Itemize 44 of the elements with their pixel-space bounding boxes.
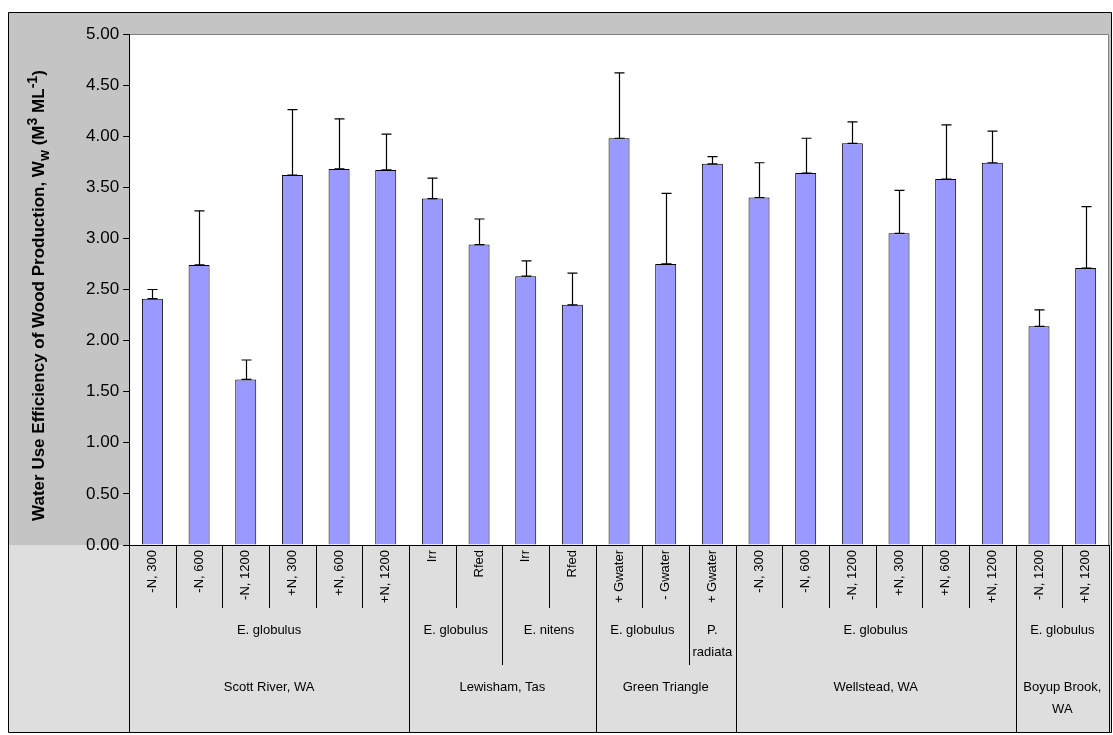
x-tick-label: Rfed <box>470 550 486 578</box>
y-tick-label: 1.50 <box>85 381 120 401</box>
x-tick-label: -N, 600 <box>797 550 813 593</box>
text: P. radiata <box>692 621 734 659</box>
y-tick-label: 5.00 <box>85 23 120 43</box>
x-tick-label: + Gwater <box>610 549 626 604</box>
y-tick-label: 4.50 <box>85 74 120 94</box>
y-tick-label: 0.50 <box>85 483 120 503</box>
y-tick-label: 1.00 <box>85 432 120 452</box>
text: Wellstead, WA <box>833 678 919 694</box>
text: E. globulus <box>610 621 676 637</box>
text: Boyup Brook, WA <box>1023 678 1102 716</box>
x-tick-label: -N, 1200 <box>1030 550 1046 600</box>
x-tick-label: +N, 300 <box>283 550 299 596</box>
x-tick-label: +N, 1200 <box>983 550 999 604</box>
x-tick-label: -N, 600 <box>190 550 206 593</box>
x-tick-label: -N, 1200 <box>843 550 859 600</box>
x-tick-label: +N, 1200 <box>1077 550 1093 604</box>
y-tick-label: 0.00 <box>85 534 120 554</box>
x-tick-label: -N, 1200 <box>237 550 253 600</box>
x-tick-label: Irr <box>517 549 533 563</box>
text: E. globulus <box>1030 621 1095 637</box>
text: E. globulus <box>236 621 302 637</box>
x-tick-label: Rfed <box>563 550 579 578</box>
y-tick-label: 2.50 <box>85 279 120 299</box>
y-tick-label: 4.00 <box>85 125 120 145</box>
x-tick-label: - Gwater <box>657 549 673 600</box>
x-tick-label: Irr <box>423 549 439 563</box>
x-tick-label: -N, 300 <box>750 550 766 593</box>
text: E. globulus <box>423 621 489 637</box>
x-tick-label: +N, 1200 <box>377 550 393 604</box>
text: Scott River, WA <box>223 678 315 694</box>
x-tick-label: +N, 600 <box>937 550 953 596</box>
x-tick-label: + Gwater <box>703 549 719 604</box>
x-tick-label: +N, 600 <box>330 550 346 596</box>
text: Lewisham, Tas <box>459 678 546 694</box>
y-tick-label: 2.00 <box>85 330 120 350</box>
text: E. nitens <box>523 621 575 637</box>
y-tick-label: 3.50 <box>85 176 120 196</box>
x-tick-label: +N, 300 <box>890 550 906 596</box>
text: E. globulus <box>843 621 909 637</box>
text: Green Triangle <box>622 678 709 694</box>
x-tick-label: -N, 300 <box>144 550 159 593</box>
y-tick-label: 3.00 <box>85 228 120 248</box>
